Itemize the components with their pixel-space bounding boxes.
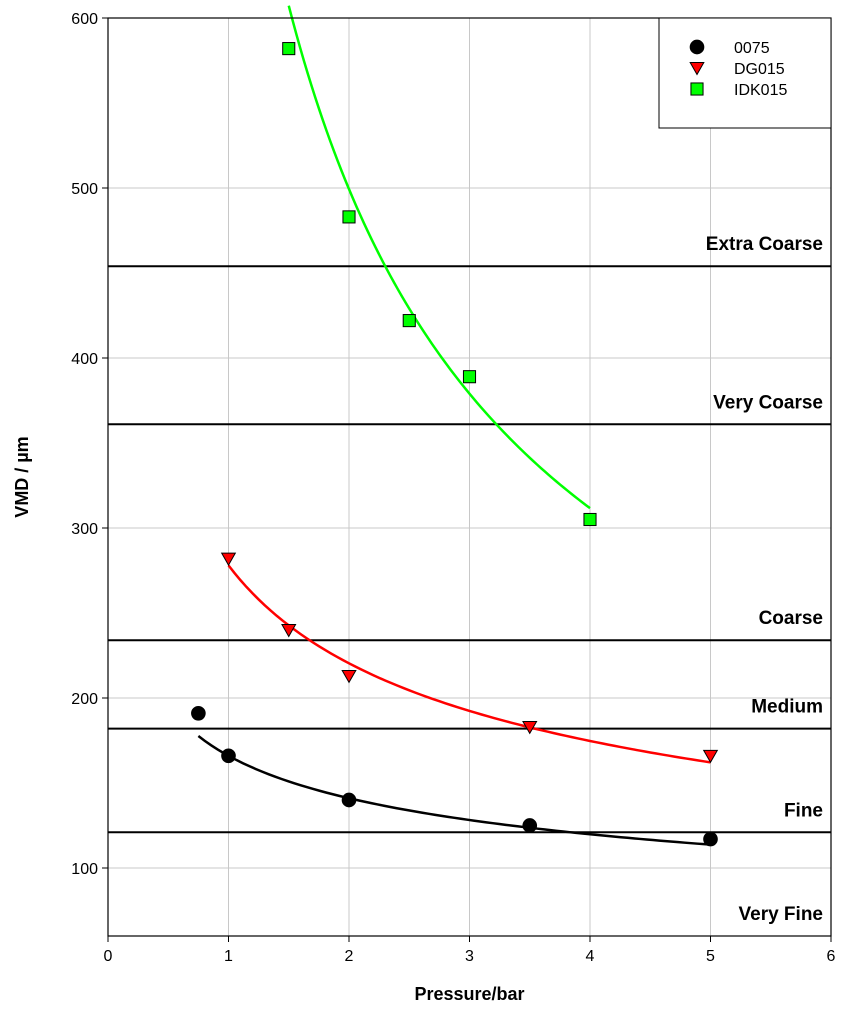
data-point [342,210,356,224]
fit-curves [197,5,711,846]
data-point [220,552,237,567]
legend-entry: DG015 [734,61,785,78]
y-tick-label: 200 [71,691,98,708]
y-axis-ticks: 100 200 300 400 500 600 [71,11,108,878]
data-point [281,624,297,638]
x-tick-label: 2 [345,948,354,965]
data-point [522,818,538,833]
x-axis-title: Pressure/bar [414,984,524,1004]
x-tick-label: 3 [465,948,474,965]
y-tick-label: 100 [71,861,98,878]
x-tick-label: 5 [706,948,715,965]
x-tick-label: 6 [827,948,836,965]
data-points [191,42,719,847]
data-point [689,62,705,76]
data-point [341,669,357,684]
data-point [221,748,236,764]
x-tick-label: 4 [586,948,595,965]
data-point [522,720,538,735]
x-tick-label: 1 [224,948,233,965]
data-point [191,705,206,721]
y-tick-label: 600 [71,11,98,28]
class-label: Coarse [759,608,823,629]
class-label: Very Fine [739,904,824,925]
data-point [702,749,719,764]
fit-curve [197,735,711,846]
fit-curve [227,564,711,764]
data-point [689,39,705,55]
data-point [462,370,477,384]
class-label: Medium [751,697,823,718]
legend: 0075 DG015 IDK015 [658,17,832,129]
class-lines: Extra Coarse Very Coarse Coarse Medium Fine V… [108,234,831,925]
class-label: Very Coarse [713,392,823,413]
class-label: Fine [784,800,823,821]
data-point [282,42,296,56]
legend-entry: IDK015 [734,82,787,99]
legend-box [658,17,832,129]
data-point [583,512,597,527]
x-axis-ticks: 0 1 2 3 4 5 6 [104,936,836,965]
data-point [703,831,718,847]
fit-curve [287,5,591,510]
data-point [341,792,357,808]
y-tick-label: 300 [71,521,98,538]
grid [108,18,831,936]
y-tick-label: 400 [71,351,98,368]
class-label: Extra Coarse [706,234,823,255]
y-tick-label: 500 [71,181,98,198]
y-axis-title: VMD / µm [12,436,32,517]
data-point [690,82,704,96]
x-tick-label: 0 [104,948,113,965]
legend-entry: 0075 [734,40,770,57]
data-point [402,314,416,328]
